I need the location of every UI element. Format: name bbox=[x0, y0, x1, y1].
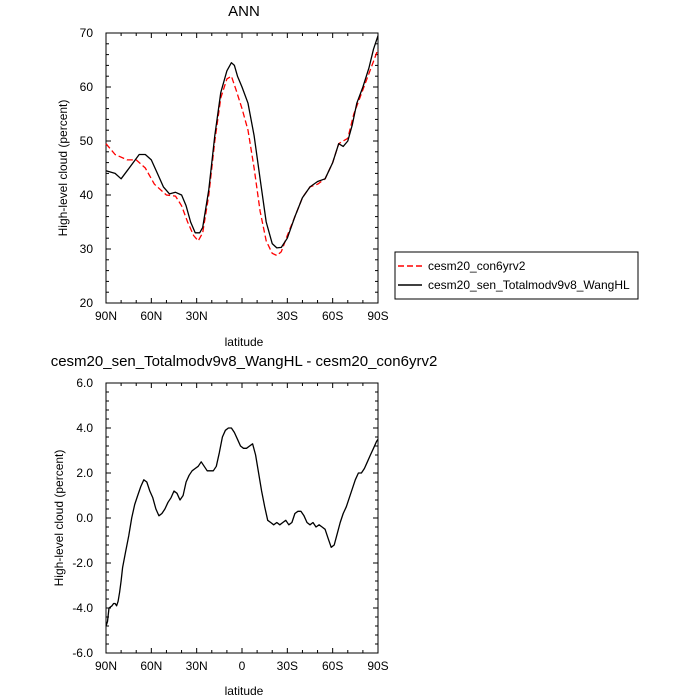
top-chart-title: ANN bbox=[228, 3, 260, 20]
legend: cesm20_con6yrv2 cesm20_sen_Totalmodv9v8_… bbox=[394, 251, 639, 300]
bottom-y-tick-label: -2.0 bbox=[72, 556, 93, 570]
bottom-x-tick-label: 90S bbox=[367, 659, 388, 673]
bottom-x-tick-label: 30S bbox=[277, 659, 298, 673]
top-x-tick-label: 30N bbox=[186, 309, 208, 323]
top-ticks: 90N 60N 30N 30S 60S 90S 20 30 40 50 60 70 bbox=[80, 26, 389, 323]
top-y-tick-label: 40 bbox=[80, 188, 94, 202]
bottom-x-tick-label: 60S bbox=[322, 659, 343, 673]
top-plot-frame bbox=[105, 32, 379, 304]
bottom-y-tick-label: 4.0 bbox=[76, 421, 93, 435]
bottom-series-line-1 bbox=[105, 427, 379, 627]
top-series-lines bbox=[105, 35, 379, 257]
top-x-tick-label: 30S bbox=[277, 309, 298, 323]
bottom-x-axis-label: latitude bbox=[225, 684, 264, 698]
bottom-chart-title: cesm20_sen_Totalmodv9v8_WangHL - cesm20_… bbox=[51, 353, 438, 370]
top-x-tick-label: 90N bbox=[95, 309, 117, 323]
top-y-axis-label: High-level cloud (percent) bbox=[56, 100, 70, 237]
bottom-y-tick-label: 6.0 bbox=[76, 376, 93, 390]
top-y-tick-label: 60 bbox=[80, 80, 94, 94]
top-chart: ANN 90N 60N 30N 30S 60S 90S 20 30 40 50 60 70 latit… bbox=[56, 3, 639, 349]
top-x-tick-label: 60S bbox=[322, 309, 343, 323]
bottom-y-tick-label: 2.0 bbox=[76, 466, 93, 480]
legend-label-series-1: cesm20_con6yrv2 bbox=[428, 259, 526, 273]
bottom-x-tick-label: 60N bbox=[140, 659, 162, 673]
bottom-y-axis-label: High-level cloud (percent) bbox=[52, 450, 66, 587]
bottom-x-tick-label: 30N bbox=[186, 659, 208, 673]
top-x-tick-label: 60N bbox=[140, 309, 162, 323]
legend-label-series-2: cesm20_sen_Totalmodv9v8_WangHL bbox=[428, 278, 630, 292]
top-x-axis-label: latitude bbox=[225, 335, 264, 349]
legend-box bbox=[394, 251, 639, 300]
bottom-y-tick-label: 0.0 bbox=[76, 511, 93, 525]
bottom-x-tick-label: 0 bbox=[239, 659, 246, 673]
top-series-line-1 bbox=[105, 48, 379, 257]
top-x-tick-label: 90S bbox=[367, 309, 388, 323]
bottom-y-tick-label: -4.0 bbox=[72, 601, 93, 615]
bottom-y-tick-label: -6.0 bbox=[72, 646, 93, 660]
top-series-line-2 bbox=[105, 35, 379, 249]
bottom-x-tick-label: 90N bbox=[95, 659, 117, 673]
top-y-tick-label: 20 bbox=[80, 296, 94, 310]
bottom-plot-frame bbox=[105, 382, 379, 654]
top-y-tick-label: 50 bbox=[80, 134, 94, 148]
bottom-chart: cesm20_sen_Totalmodv9v8_WangHL - cesm20_… bbox=[51, 353, 438, 698]
bottom-ticks: 90N 60N 30N 0 30S 60S 90S -6.0 -4.0 -2.0 0.0 2.0 4.0… bbox=[72, 376, 388, 673]
top-y-tick-label: 30 bbox=[80, 242, 94, 256]
top-y-tick-label: 70 bbox=[80, 26, 94, 40]
bottom-series-lines bbox=[105, 427, 379, 627]
